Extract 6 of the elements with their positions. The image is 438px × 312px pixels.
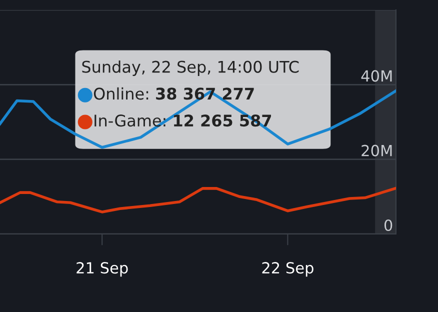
x-tick-label: 21 Sep [76, 262, 128, 277]
x-tick-label: 22 Sep [262, 262, 314, 277]
y-tick-label: 0 [384, 219, 392, 232]
y-tick-label: 20M [362, 144, 392, 156]
y-tick-label: 40M [361, 70, 392, 82]
annotation: Sunday, 22 Sep, 14:00 UTC [82, 60, 299, 76]
